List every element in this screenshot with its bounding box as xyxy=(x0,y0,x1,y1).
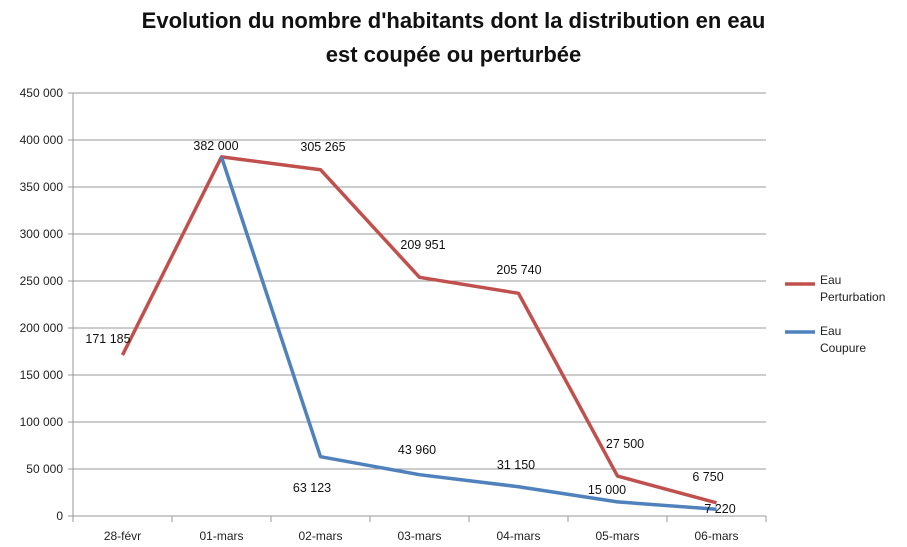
y-tick-label: 50 000 xyxy=(26,462,63,476)
legend-label-line-2: Perturbation xyxy=(820,290,886,304)
x-tick-label: 28-févr xyxy=(104,529,141,543)
legend-item-coupure: Eau Coupure xyxy=(820,323,866,357)
chart-title-line-2: est coupée ou perturbée xyxy=(325,42,582,67)
data-label: 382 000 xyxy=(193,139,238,153)
chart-title-line-1: Evolution du nombre d'habitants dont la … xyxy=(141,8,766,33)
x-tick-label: 02-mars xyxy=(298,529,342,543)
y-tick-label: 200 000 xyxy=(20,321,64,335)
data-label: 27 500 xyxy=(606,437,644,451)
data-label: 209 951 xyxy=(400,238,445,252)
legend-label-line-1: Eau xyxy=(820,273,842,287)
data-label: 6 750 xyxy=(692,470,723,484)
y-tick-label: 300 000 xyxy=(20,227,64,241)
y-tick-label: 250 000 xyxy=(20,274,64,288)
legend-label-line-2: Coupure xyxy=(820,341,867,355)
legend-item-perturbation: Eau Perturbation xyxy=(820,272,885,306)
x-tick-label: 06-mars xyxy=(694,529,738,543)
x-tick-label: 05-mars xyxy=(595,529,639,543)
data-label: 63 123 xyxy=(293,481,331,495)
y-tick-label: 0 xyxy=(56,509,63,523)
x-tick-label: 04-mars xyxy=(496,529,540,543)
y-tick-label: 150 000 xyxy=(20,368,64,382)
legend-label-line-1: Eau xyxy=(820,324,842,338)
x-tick-label: 01-mars xyxy=(199,529,243,543)
data-label: 7 220 xyxy=(704,502,735,516)
series-line-coupure xyxy=(219,156,717,511)
y-tick-label: 100 000 xyxy=(20,415,64,429)
data-label: 171 185 xyxy=(85,332,130,346)
y-tick-label: 400 000 xyxy=(20,133,64,147)
data-label: 305 265 xyxy=(300,140,345,154)
y-tick-label: 450 000 xyxy=(20,86,64,100)
data-label: 43 960 xyxy=(398,443,436,457)
data-label: 205 740 xyxy=(496,263,541,277)
data-label: 15 000 xyxy=(588,483,626,497)
y-tick-label: 350 000 xyxy=(20,180,64,194)
chart-title: Evolution du nombre d'habitants dont la … xyxy=(0,4,907,72)
x-tick-label: 03-mars xyxy=(397,529,441,543)
data-label: 31 150 xyxy=(497,458,535,472)
